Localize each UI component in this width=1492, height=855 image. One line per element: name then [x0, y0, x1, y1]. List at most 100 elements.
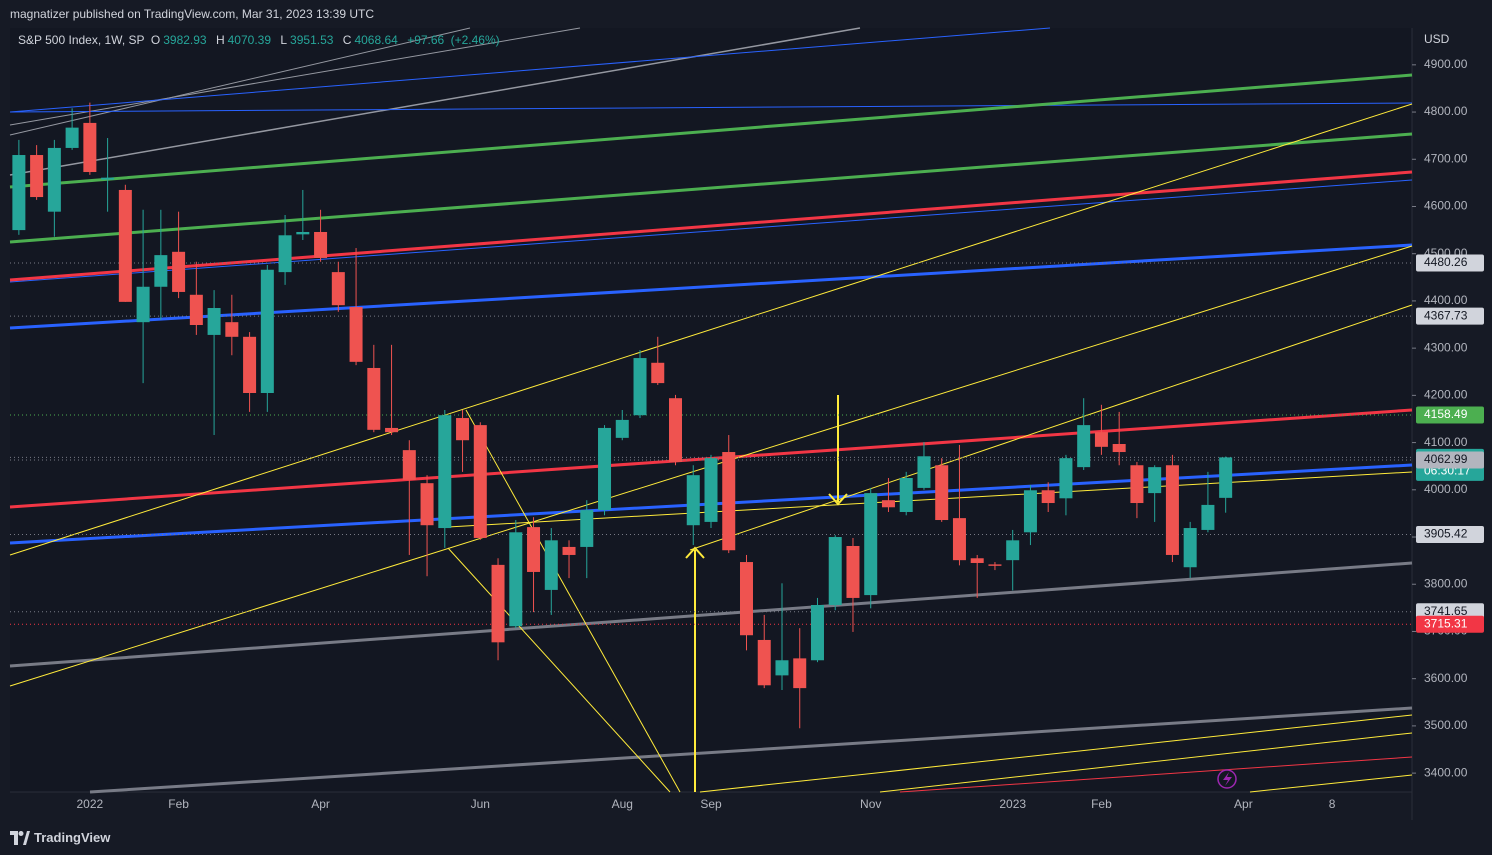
candle-body: [935, 465, 949, 521]
brand: TradingView: [34, 830, 111, 845]
price-label-bg: [1416, 406, 1484, 424]
y-tick-label: 3600.00: [1424, 671, 1468, 685]
drawings: [9, 27, 1413, 794]
trend-line: [879, 732, 1413, 793]
legend: S&P 500 Index, 1W, SP O 3982.93 H 4070.39 …: [18, 33, 503, 47]
candle-body: [1023, 490, 1037, 533]
candle-body: [580, 510, 594, 547]
x-tick-label: Feb: [168, 797, 189, 811]
trend-line: [899, 756, 1413, 793]
trend-line: [9, 179, 1413, 283]
y-tick-label: 4900.00: [1424, 57, 1468, 71]
candle-body: [118, 189, 132, 302]
legend-key: L: [280, 33, 288, 47]
y-tick-label: 4800.00: [1424, 104, 1468, 118]
trend-line: [1249, 774, 1413, 793]
legend-item: H 4070.39: [216, 33, 274, 47]
trend-line: [9, 103, 1413, 556]
candle-body: [633, 358, 647, 416]
legend-key: O: [150, 33, 161, 47]
x-tick-label: Jun: [471, 797, 490, 811]
plot-area: [10, 28, 1412, 792]
candle-body: [101, 177, 115, 180]
price-label-bg: [1416, 254, 1484, 272]
candle-body: [349, 307, 363, 362]
brand-logo: [10, 831, 30, 845]
candle-body: [881, 500, 895, 508]
candle-body: [420, 483, 434, 526]
legend-value: 3951.53: [290, 33, 334, 47]
candle-body: [402, 450, 416, 480]
y-tick-label: 4700.00: [1424, 151, 1468, 165]
candle-body: [12, 155, 26, 231]
candle-body: [83, 122, 97, 173]
candle-body: [988, 564, 1002, 566]
candle-body: [1094, 432, 1108, 447]
candles: [12, 102, 1233, 729]
trend-line: [465, 409, 681, 793]
y-tick-label: 3800.00: [1424, 576, 1468, 590]
candle-body: [296, 231, 310, 235]
x-tick-label: Aug: [612, 797, 633, 811]
event-icon[interactable]: [1217, 769, 1237, 789]
candle-body: [47, 147, 61, 212]
candle-body: [473, 425, 487, 538]
candle-body: [775, 660, 789, 676]
trend-line: [9, 27, 581, 126]
trend-line: [9, 27, 471, 136]
candle-body: [314, 231, 328, 258]
candle-body: [793, 658, 807, 689]
trend-line: [447, 471, 1413, 528]
arrow-head: [828, 493, 848, 506]
footer: TradingView: [0, 822, 1492, 855]
candle-body: [385, 427, 399, 433]
legend-value: 4070.39: [227, 33, 272, 47]
price-label: 4480.26: [1424, 255, 1468, 269]
candle-body: [1130, 465, 1144, 504]
candle-body: [1041, 490, 1055, 504]
candle-body: [456, 418, 470, 441]
candle-body: [562, 546, 576, 555]
candle-body: [828, 537, 842, 606]
price-label: 3741.65: [1424, 604, 1468, 618]
candle-body: [1201, 504, 1215, 530]
price-label: 3905.42: [1424, 527, 1468, 541]
trend-line: [9, 243, 1413, 330]
legend-item: L 3951.53: [280, 33, 336, 47]
chart: USD 3400.003500.003600.003700.003800.003…: [9, 27, 1484, 820]
candle-body: [1165, 465, 1179, 555]
candle-body: [367, 367, 381, 430]
candle-body: [899, 477, 913, 512]
candle-body: [739, 562, 753, 636]
candle-body: [509, 532, 523, 627]
x-tick-label: Apr: [311, 797, 330, 811]
legend-item: O 3982.93: [151, 33, 210, 47]
x-tick-label: Sep: [700, 797, 722, 811]
candle-body: [1219, 457, 1233, 498]
y-tick-label: 4100.00: [1424, 435, 1468, 449]
currency: USD: [1424, 32, 1450, 46]
trend-line: [9, 132, 1413, 244]
x-tick-label: 2022: [77, 797, 104, 811]
trend-line: [699, 714, 1413, 793]
trend-line: [9, 27, 861, 176]
legend-key: H: [215, 33, 225, 47]
price-label-bg: [1416, 525, 1484, 543]
x-tick-label: Apr: [1234, 797, 1253, 811]
candle-body: [952, 518, 966, 561]
legend-value: 3982.93: [163, 33, 207, 47]
candle-body: [615, 419, 629, 438]
x-tick-label: Feb: [1091, 797, 1112, 811]
candle-body: [970, 558, 984, 563]
candle-body: [917, 456, 931, 488]
candle-body: [438, 415, 452, 529]
candle-body: [1148, 467, 1162, 494]
y-tick-label: 4600.00: [1424, 199, 1468, 213]
trend-line: [89, 706, 1413, 794]
legend-change: +97.66: [407, 33, 445, 47]
candle-body: [225, 322, 239, 337]
candle-body: [1112, 443, 1126, 453]
candle-body: [136, 286, 150, 323]
price-label: 3715.31: [1424, 616, 1468, 630]
